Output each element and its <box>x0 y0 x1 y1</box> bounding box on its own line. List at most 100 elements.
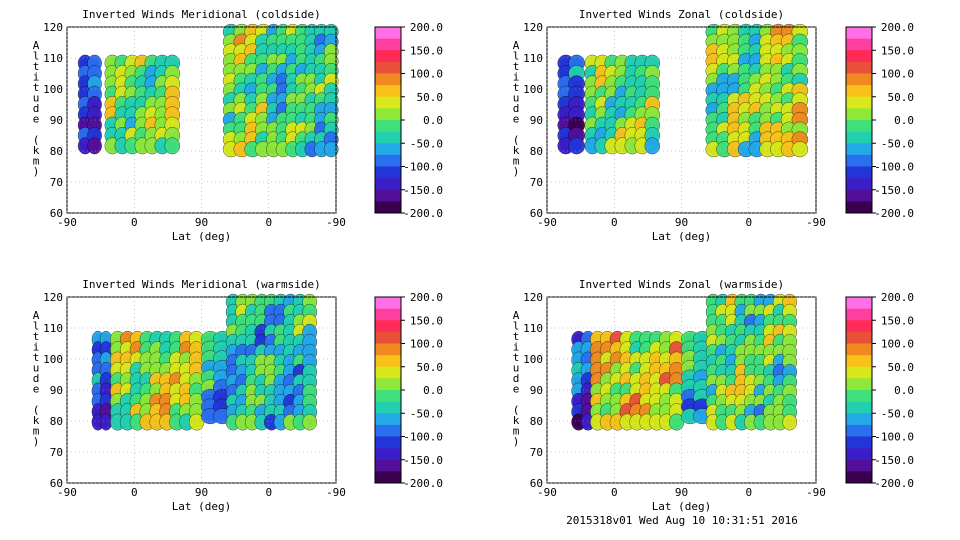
colorbar-label: -150.0 <box>403 184 443 197</box>
y-tick-label: 80 <box>530 415 543 428</box>
colorbar-swatch <box>375 108 401 121</box>
chart-title: Inverted Winds Meridional (warmside) <box>82 278 320 291</box>
colorbar-label: 200.0 <box>881 21 914 34</box>
colorbar-swatch <box>375 471 401 484</box>
y-tick-label: 80 <box>50 415 63 428</box>
colorbar-label: 50.0 <box>888 91 915 104</box>
colorbar-swatch <box>846 201 872 214</box>
colorbar-swatch <box>846 471 872 484</box>
contour-region <box>584 54 660 155</box>
colorbar-label: -100.0 <box>403 161 443 174</box>
y-tick-label: 70 <box>530 176 543 189</box>
x-tick-label: 90 <box>675 216 688 229</box>
y-tick-label: 120 <box>523 291 543 304</box>
colorbar-label: -200.0 <box>403 477 443 490</box>
colorbar-label: -50.0 <box>881 137 914 150</box>
colorbar-swatch <box>375 154 401 167</box>
y-tick-label: 100 <box>523 83 543 96</box>
colorbar-swatch <box>846 378 872 391</box>
contour-cell <box>188 413 205 431</box>
x-tick-label: -90 <box>537 486 557 499</box>
colorbar-swatch <box>846 320 872 333</box>
colorbar-label: -200.0 <box>403 207 443 220</box>
y-tick-label: 70 <box>50 176 63 189</box>
colorbar-label: 150.0 <box>410 44 443 57</box>
colorbar-label: -50.0 <box>881 407 914 420</box>
colorbar-swatch <box>846 331 872 344</box>
y-tick-label: 120 <box>43 21 63 34</box>
colorbar-swatch <box>375 178 401 191</box>
x-tick-label: -90 <box>537 216 557 229</box>
y-tick-label: 100 <box>43 353 63 366</box>
colorbar-swatch <box>846 61 872 74</box>
y-tick-label: 60 <box>50 477 63 490</box>
y-tick-label: 60 <box>50 207 63 220</box>
colorbar-swatch <box>375 96 401 109</box>
colorbar-swatch <box>846 343 872 356</box>
y-tick-label: 60 <box>530 207 543 220</box>
colorbar-label: 50.0 <box>417 91 444 104</box>
colorbar-label: 100.0 <box>881 338 914 351</box>
y-tick-label: 120 <box>43 291 63 304</box>
y-tick-label: 110 <box>523 52 543 65</box>
x-tick-label: 0 <box>745 216 752 229</box>
colorbar-swatch <box>375 27 401 39</box>
y-tick-label: 100 <box>523 353 543 366</box>
colorbar-swatch <box>375 61 401 74</box>
colorbar-swatch <box>846 27 872 39</box>
x-axis-label: Lat (deg) <box>652 230 712 243</box>
y-tick-label: 90 <box>50 114 63 127</box>
colorbar-label: 0.0 <box>894 114 914 127</box>
colorbar-label: 0.0 <box>894 384 914 397</box>
x-tick-label: 0 <box>611 486 618 499</box>
y-tick-label: 110 <box>523 322 543 335</box>
colorbar-swatch <box>375 50 401 63</box>
colorbar-swatch <box>846 459 872 472</box>
colorbar-label: 200.0 <box>410 291 443 304</box>
colorbar-swatch <box>846 143 872 156</box>
y-tick-label: 90 <box>530 114 543 127</box>
colorbar-label: 0.0 <box>423 114 443 127</box>
x-tick-label: 90 <box>195 216 208 229</box>
x-tick-label: 0 <box>131 486 138 499</box>
chart-title: Inverted Winds Zonal (warmside) <box>579 278 784 291</box>
colorbar-swatch <box>846 166 872 179</box>
contour-cell <box>568 137 585 155</box>
colorbar-swatch <box>375 366 401 379</box>
colorbar-swatch <box>375 201 401 214</box>
colorbar-swatch <box>375 378 401 391</box>
y-tick-label: 90 <box>50 384 63 397</box>
colorbar-label: -200.0 <box>874 477 914 490</box>
contour-region <box>91 330 113 431</box>
colorbar-swatch <box>375 343 401 356</box>
x-tick-label: -90 <box>326 486 346 499</box>
colorbar-swatch <box>375 143 401 156</box>
contour-cell <box>782 414 798 431</box>
chart-title: Inverted Winds Meridional (coldside) <box>82 8 320 21</box>
colorbar-swatch <box>375 401 401 414</box>
contour-region <box>571 330 596 431</box>
colorbar-swatch <box>375 38 401 51</box>
colorbar: 200.0 150.0 100.0 50.0 0.0 -50.0 -100.0 -150.0 -… <box>374 291 443 490</box>
contour-region <box>266 23 339 158</box>
contour-cell <box>644 137 660 155</box>
colorbar-swatch <box>375 413 401 426</box>
colorbar-label: 200.0 <box>410 21 443 34</box>
x-tick-label: -90 <box>57 216 77 229</box>
colorbar-swatch <box>846 366 872 379</box>
x-tick-label: -90 <box>806 216 826 229</box>
colorbar-swatch <box>375 331 401 344</box>
x-axis-label: Lat (deg) <box>172 230 232 243</box>
chart-title: Inverted Winds Zonal (coldside) <box>579 8 784 21</box>
contour-cell <box>668 413 685 431</box>
colorbar-label: -50.0 <box>410 137 443 150</box>
contour-region <box>110 330 205 431</box>
colorbar-swatch <box>846 178 872 191</box>
